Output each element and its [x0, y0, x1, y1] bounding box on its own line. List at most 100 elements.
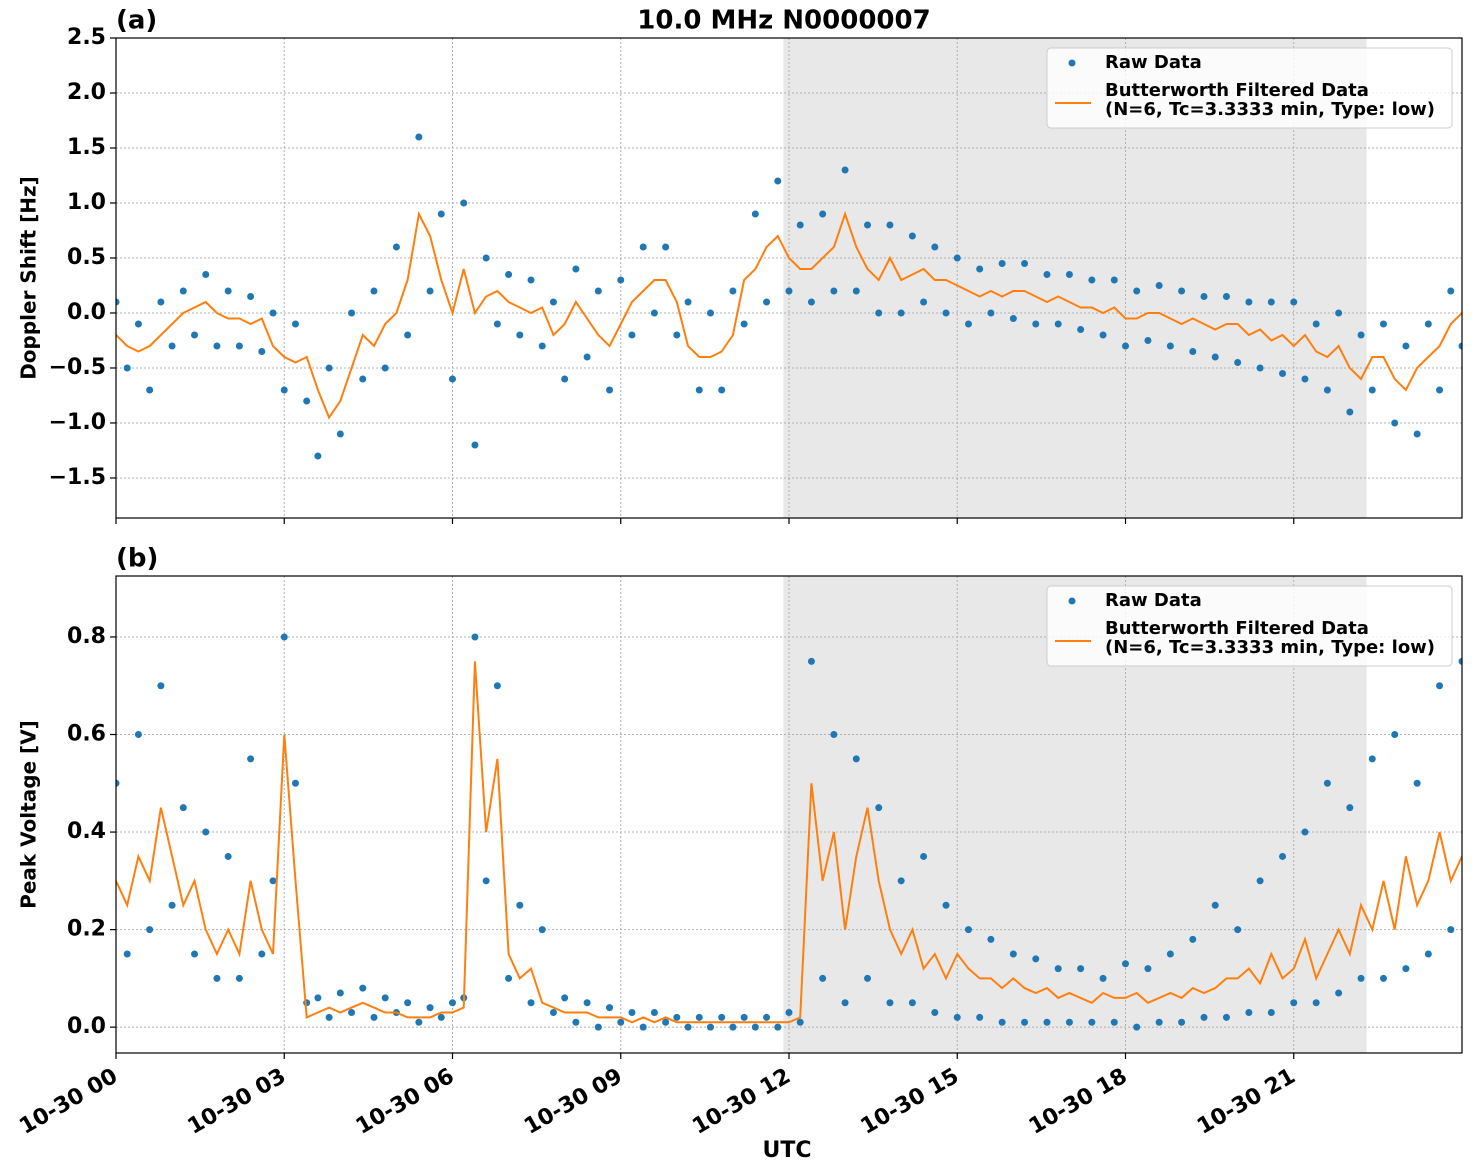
raw-point [785, 1009, 793, 1017]
chart-title: 10.0 MHz N0000007 [637, 6, 930, 36]
raw-point [258, 950, 266, 958]
raw-point [931, 243, 939, 251]
panel-label: (b) [116, 544, 158, 574]
raw-point [785, 287, 793, 295]
raw-point [314, 994, 322, 1002]
x-tick-label: 10-30 00 [15, 1064, 122, 1140]
raw-point [258, 347, 266, 355]
raw-point [729, 1023, 737, 1031]
data-layer [116, 633, 1462, 1031]
raw-point [617, 1018, 625, 1026]
data-layer [116, 133, 1462, 460]
raw-point [415, 1018, 423, 1026]
raw-point [392, 243, 400, 251]
raw-point [639, 243, 647, 251]
raw-point [684, 1023, 692, 1031]
legend-marker [1068, 597, 1076, 605]
raw-point [280, 386, 288, 394]
raw-point [303, 397, 311, 405]
raw-point [1189, 935, 1197, 943]
raw-point [235, 974, 243, 982]
y-tick-label: 1.5 [67, 135, 106, 160]
raw-point [1222, 1013, 1230, 1021]
y-tick-label: 0.4 [67, 819, 106, 844]
raw-point [1391, 731, 1399, 739]
raw-point [594, 1023, 602, 1031]
raw-point [549, 1009, 557, 1017]
legend-label: Raw Data [1105, 590, 1202, 611]
raw-point [471, 441, 479, 449]
raw-point [1391, 419, 1399, 427]
y-axis-label: Doppler Shift [Hz] [17, 176, 41, 380]
raw-point [942, 309, 950, 317]
raw-point [583, 353, 591, 361]
raw-point [168, 342, 176, 350]
raw-point [807, 298, 815, 306]
raw-point [1032, 320, 1040, 328]
raw-point [146, 386, 154, 394]
raw-point [695, 386, 703, 394]
raw-point [796, 221, 804, 229]
panel: 10-30 00 10-30 03 10-30 06 10-30 09 10-30 12… [15, 544, 1463, 1163]
raw-point [1447, 926, 1455, 934]
y-tick-label: 2.5 [67, 25, 106, 50]
raw-point [1346, 804, 1354, 812]
raw-point [1166, 342, 1174, 350]
raw-point [864, 221, 872, 229]
raw-point [1379, 320, 1387, 328]
raw-point [1077, 965, 1085, 973]
raw-point [931, 1009, 939, 1017]
legend-marker [1068, 59, 1076, 67]
y-tick-label: 0.2 [67, 917, 106, 942]
raw-point [1077, 325, 1085, 333]
raw-point [819, 974, 827, 982]
raw-point [538, 342, 546, 350]
raw-point [1144, 336, 1152, 344]
raw-point [729, 287, 737, 295]
raw-point [662, 1018, 670, 1026]
raw-point [920, 852, 928, 860]
raw-point [1301, 828, 1309, 836]
raw-point [561, 994, 569, 1002]
y-tick-label: 0.0 [67, 1014, 106, 1039]
x-tick-label: 10-30 21 [1193, 1064, 1300, 1140]
raw-point [348, 1009, 356, 1017]
raw-point [1357, 331, 1365, 339]
raw-point [1009, 314, 1017, 322]
raw-point [247, 755, 255, 763]
raw-point [617, 276, 625, 284]
raw-point [123, 364, 131, 372]
raw-point [1436, 386, 1444, 394]
raw-point [1245, 1009, 1253, 1017]
raw-point [1133, 1023, 1141, 1031]
raw-point [1424, 950, 1432, 958]
raw-point [751, 1023, 759, 1031]
raw-point [1413, 430, 1421, 438]
raw-point [1279, 369, 1287, 377]
raw-point [650, 1009, 658, 1017]
raw-point [449, 999, 456, 1007]
raw-point [875, 804, 883, 812]
raw-point [269, 309, 277, 317]
raw-point [763, 298, 771, 306]
raw-point [1144, 965, 1152, 973]
raw-point [1312, 999, 1320, 1007]
raw-point [1110, 276, 1118, 284]
raw-point [628, 1009, 636, 1017]
raw-point [437, 1013, 445, 1021]
raw-point [235, 342, 243, 350]
raw-point [370, 1013, 378, 1021]
raw-point [527, 999, 535, 1007]
y-tick-label: 0.6 [67, 722, 106, 747]
raw-point [1088, 1018, 1096, 1026]
raw-point [673, 331, 681, 339]
raw-point [1032, 955, 1040, 963]
raw-point [191, 331, 199, 339]
legend-label: Raw Data [1105, 52, 1202, 73]
raw-point [1402, 965, 1410, 973]
raw-point [1155, 281, 1163, 289]
y-tick-label: −1.0 [49, 410, 106, 435]
raw-point [987, 309, 995, 317]
raw-point [1368, 755, 1376, 763]
raw-point [1065, 270, 1073, 278]
